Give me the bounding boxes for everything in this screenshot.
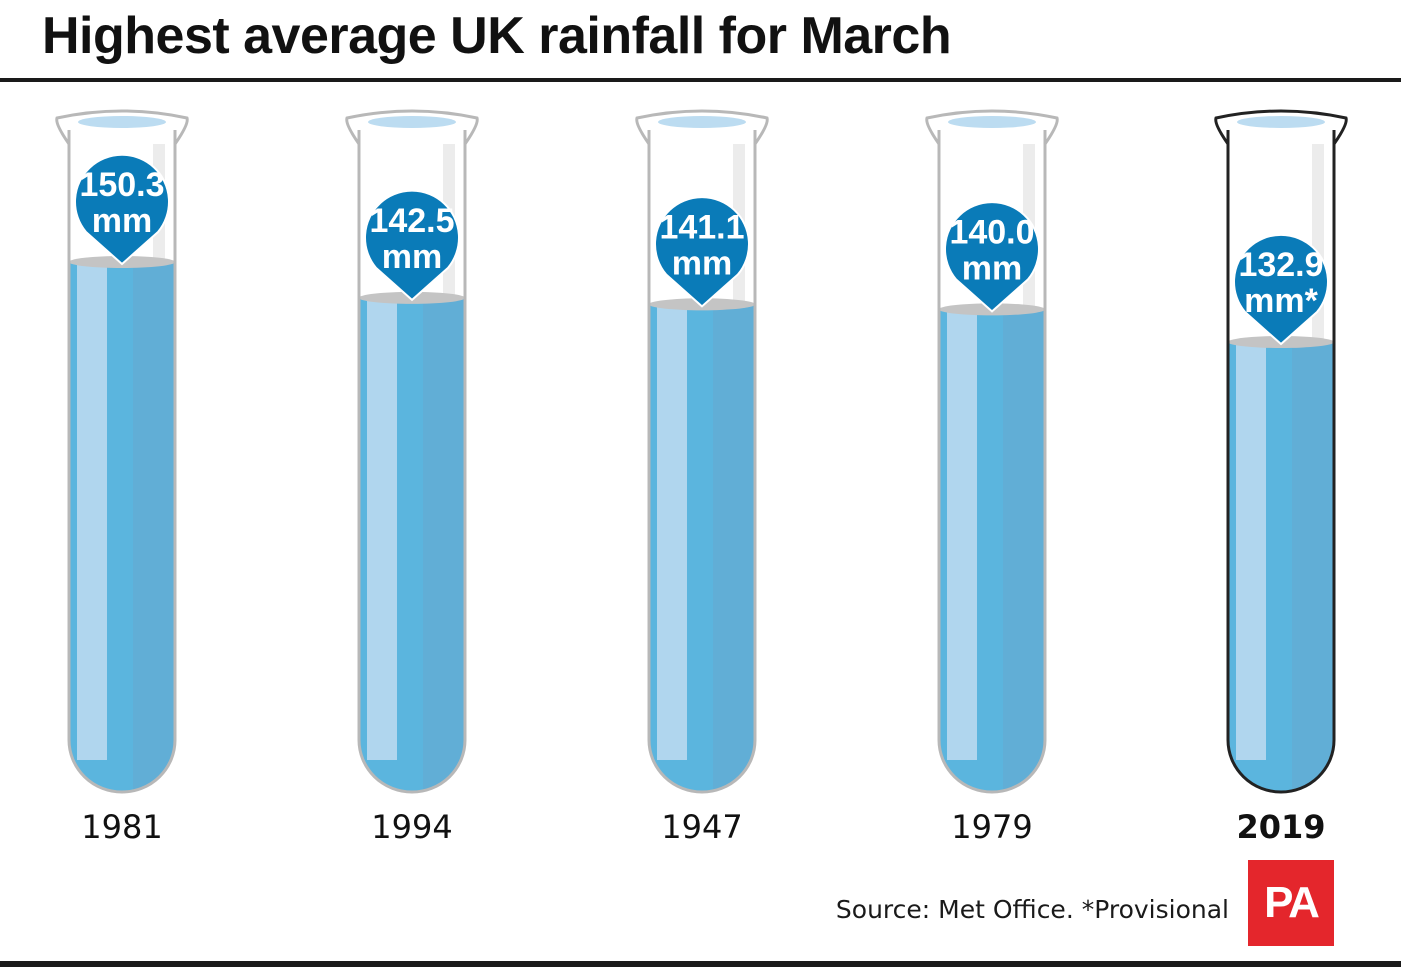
source-note: Source: Met Office. *Provisional xyxy=(835,895,1229,924)
tube-rim xyxy=(345,109,479,145)
water-shade xyxy=(423,297,465,792)
year-label: 1979 xyxy=(951,808,1032,846)
tube-outline xyxy=(357,130,467,794)
rim-opening xyxy=(368,116,456,128)
water-shade xyxy=(1003,309,1045,792)
unit-label: mm xyxy=(672,244,732,282)
bottom-divider xyxy=(0,961,1401,967)
tube-outline xyxy=(647,130,757,794)
badge-shape xyxy=(1233,233,1329,346)
tube-1981: 150.3mm 1981 xyxy=(55,109,189,846)
value-label: 141.1 xyxy=(659,208,744,246)
unit-label: mm xyxy=(962,249,1022,287)
tube-rim xyxy=(925,109,1059,145)
tube-outline xyxy=(1226,130,1336,794)
value-label: 150.3 xyxy=(79,166,164,204)
unit-label: mm* xyxy=(1244,282,1318,320)
badge-shape xyxy=(944,201,1040,313)
tube-2019: 132.9mm* 2019 xyxy=(1214,109,1348,846)
value-label: 132.9 xyxy=(1238,246,1323,284)
year-label: 1947 xyxy=(661,808,742,846)
tube-outline xyxy=(67,130,177,794)
badge-shape xyxy=(74,153,170,266)
water-highlight xyxy=(367,297,397,760)
tube-1979: 140.0mm 1979 xyxy=(925,109,1059,846)
water-shade xyxy=(1292,342,1334,792)
badge-shape xyxy=(654,196,750,308)
water-highlight xyxy=(1236,342,1266,760)
value-badge: 150.3mm xyxy=(74,153,170,266)
year-label: 1981 xyxy=(81,808,162,846)
badge-shape xyxy=(364,189,460,302)
unit-label: mm xyxy=(92,202,152,240)
water-shade xyxy=(713,304,755,792)
water-highlight xyxy=(77,262,107,760)
tube-rim xyxy=(55,109,189,145)
water-highlight xyxy=(657,304,687,760)
chart-title: Highest average UK rainfall for March xyxy=(42,7,952,65)
year-label: 2019 xyxy=(1236,808,1325,846)
rim-opening xyxy=(78,116,166,128)
value-badge: 132.9mm* xyxy=(1233,233,1329,346)
water-shade xyxy=(133,262,175,792)
value-label: 140.0 xyxy=(949,213,1034,251)
tube-outline xyxy=(937,130,1047,794)
value-badge: 142.5mm xyxy=(364,189,460,302)
tube-1994: 142.5mm 1994 xyxy=(345,109,479,846)
title-divider xyxy=(0,78,1401,82)
value-badge: 140.0mm xyxy=(944,201,1040,313)
value-label: 142.5 xyxy=(369,202,454,240)
rim-opening xyxy=(658,116,746,128)
year-label: 1994 xyxy=(371,808,452,846)
rim-opening xyxy=(1237,116,1325,128)
unit-label: mm xyxy=(382,238,442,276)
tube-1947: 141.1mm 1947 xyxy=(635,109,769,846)
rim-opening xyxy=(948,116,1036,128)
tube-rim xyxy=(1214,109,1348,145)
pa-logo: PA xyxy=(1248,860,1334,946)
tube-rim xyxy=(635,109,769,145)
value-badge: 141.1mm xyxy=(654,196,750,308)
water-highlight xyxy=(947,309,977,760)
